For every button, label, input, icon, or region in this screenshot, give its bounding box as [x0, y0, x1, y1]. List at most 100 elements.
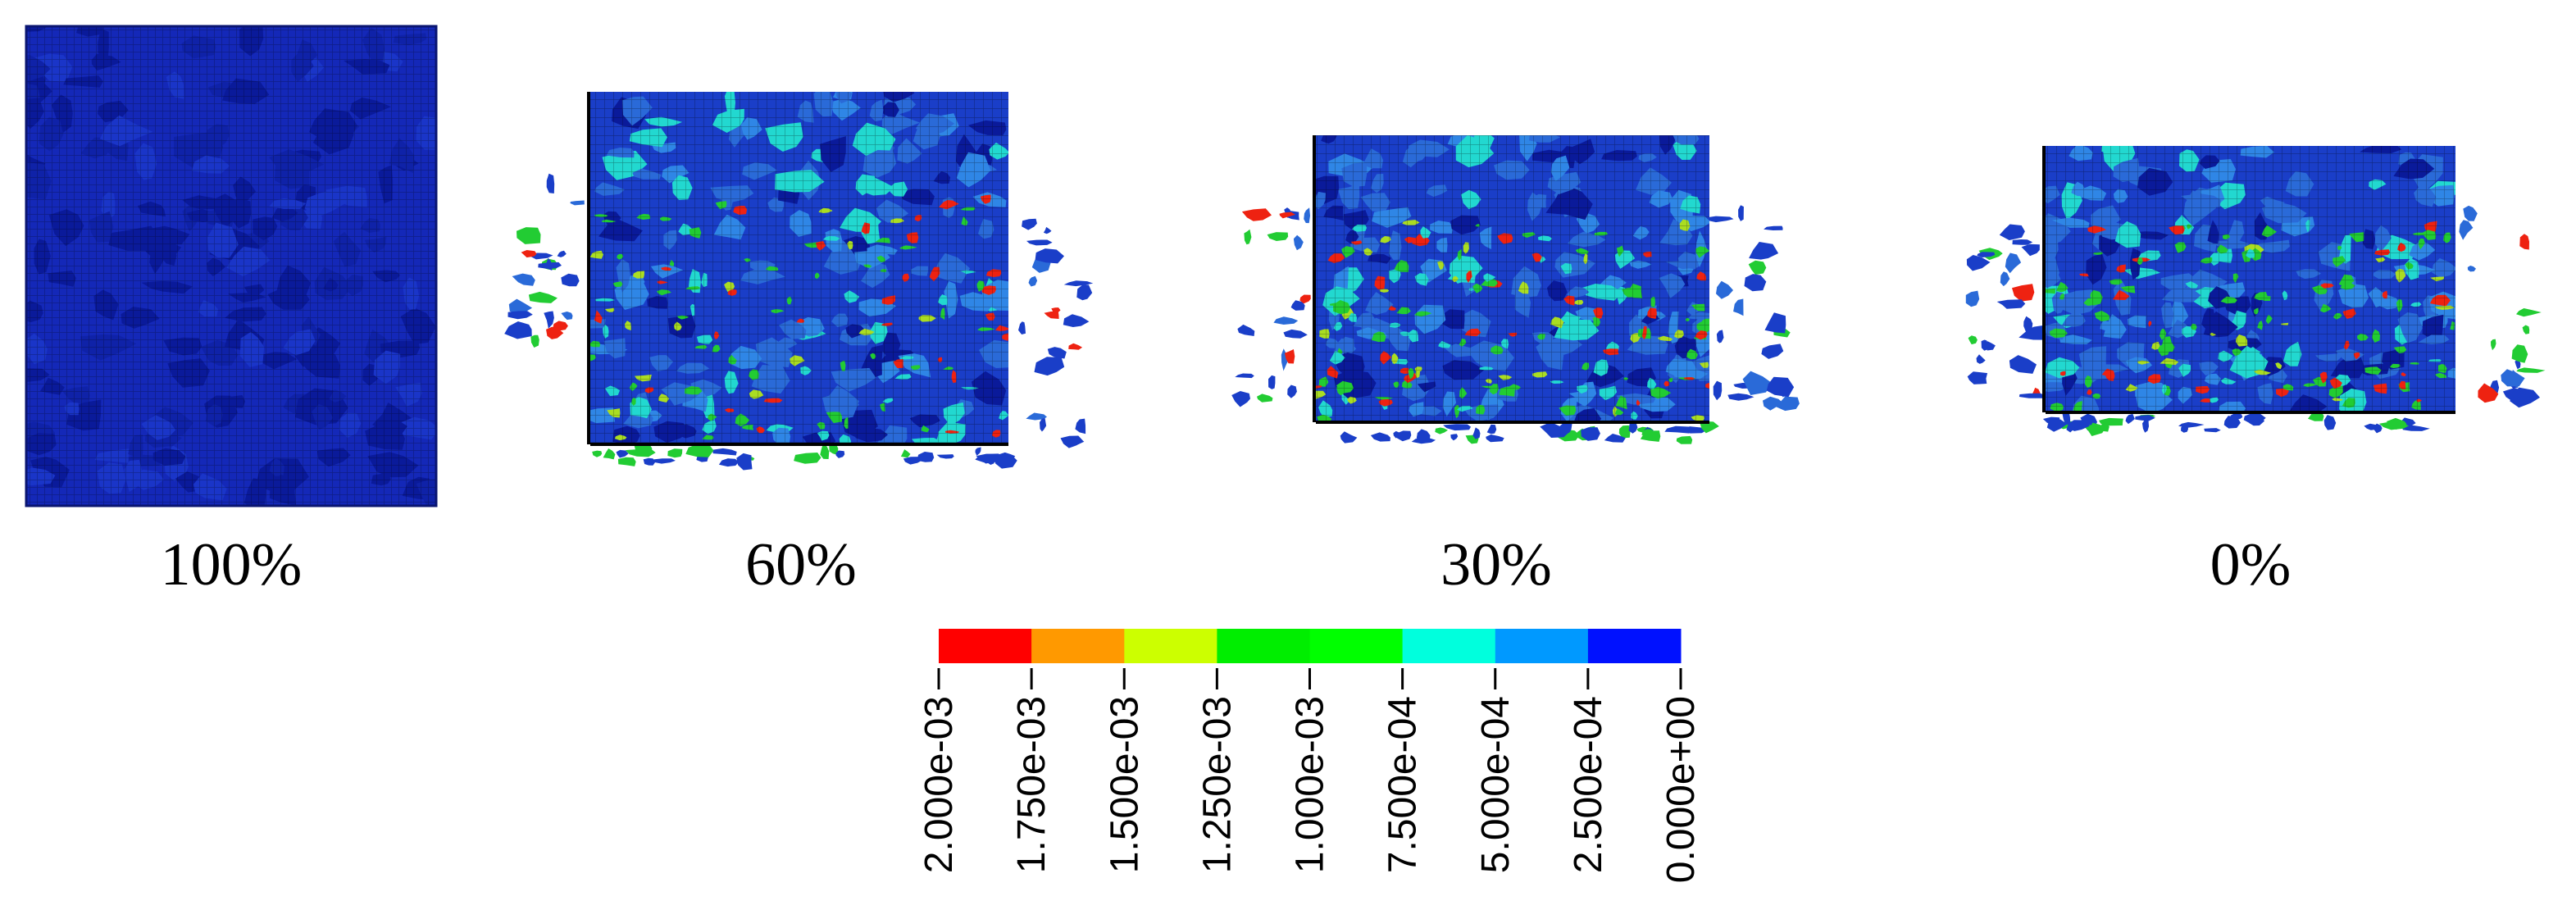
specimen-0-percent — [1965, 146, 2546, 436]
debris-fragment — [2135, 415, 2155, 421]
panel-label-30: 30% — [1440, 531, 1552, 598]
debris-fragment — [530, 334, 539, 348]
debris-fragment — [1435, 427, 1448, 434]
debris-fragment — [557, 250, 567, 257]
debris-fragment — [1761, 343, 1784, 359]
debris-fragment — [1581, 427, 1600, 441]
debris-fragment — [2516, 367, 2546, 373]
panel-label-60: 60% — [745, 531, 857, 598]
debris-fragment — [1293, 234, 1304, 251]
legend-tick-label: 2.000e-03 — [917, 696, 961, 873]
debris-fragment — [1640, 430, 1661, 442]
debris-fragment — [1018, 321, 1026, 334]
debris-fragment — [1268, 375, 1276, 389]
debris-fragment — [1981, 339, 1989, 351]
debris-fragment — [2511, 344, 2528, 363]
specimen-60-percent — [504, 92, 1094, 471]
debris-fragment — [2478, 383, 2499, 403]
debris-fragment — [2522, 325, 2530, 334]
debris-fragment — [1076, 284, 1093, 301]
debris-fragment — [545, 257, 553, 271]
debris-fragment — [900, 449, 911, 457]
debris-fragment — [794, 453, 821, 464]
debris-fragment — [1976, 354, 1986, 364]
debris-fragment — [1026, 239, 1053, 246]
debris-fragment — [2018, 325, 2049, 340]
debris-fragment — [561, 273, 580, 287]
debris-fragment — [2459, 220, 2474, 240]
debris-fragment — [1028, 275, 1038, 287]
debris-fragment — [507, 311, 533, 320]
debris-fragment — [530, 252, 553, 260]
debris-fragment — [1063, 280, 1094, 287]
debris-fragment — [1604, 434, 1626, 443]
debris-fragment — [1340, 431, 1358, 444]
debris-fragment — [1727, 393, 1755, 401]
color-legend: 2.000e-03 1.750e-03 1.500e-03 1.250e-03 1.00… — [917, 629, 1703, 883]
debris-fragment — [1766, 376, 1795, 398]
debris-fragment — [546, 173, 555, 193]
debris-fragment — [512, 273, 535, 286]
debris-fragment — [2000, 271, 2010, 287]
debris-fragment — [1075, 418, 1086, 434]
debris-fragment — [2402, 425, 2430, 431]
debris-fragment — [508, 298, 533, 315]
debris-fragment — [1241, 208, 1272, 221]
debris-fragment — [2516, 308, 2542, 317]
debris-fragment — [625, 448, 656, 457]
debris-fragment — [2042, 416, 2060, 425]
legend-tick-label: 7.500e-04 — [1381, 696, 1425, 873]
debris-fragment — [1043, 226, 1052, 234]
debris-fragment — [1279, 212, 1296, 219]
debris-fragment — [1966, 255, 1991, 271]
debris-fragment — [2491, 339, 2496, 351]
debris-fragment — [2125, 413, 2135, 425]
debris-fragment — [1776, 396, 1800, 412]
debris-fragment — [2364, 423, 2379, 430]
debris-fragment — [2018, 393, 2046, 398]
debris-fragment — [1450, 434, 1459, 441]
legend-tick-label: 2.500e-04 — [1567, 696, 1610, 873]
legend-swatch — [1495, 629, 1589, 663]
legend-swatch — [1402, 629, 1496, 663]
debris-fragment — [2467, 266, 2476, 272]
debris-fragment — [1443, 424, 1471, 431]
debris-fragment — [1244, 229, 1252, 245]
debris-fragment — [653, 458, 676, 464]
legend-tick-label: 1.500e-03 — [1103, 696, 1146, 873]
legend-swatch — [1124, 629, 1217, 663]
debris-fragment — [1664, 425, 1689, 434]
debris-fragment — [1742, 371, 1773, 395]
debris-fragment — [1744, 274, 1767, 292]
legend-tick-label: 5.000e-04 — [1474, 696, 1518, 873]
debris-fragment — [1287, 384, 1297, 398]
legend-swatch — [1587, 629, 1682, 663]
debris-fragment — [2023, 316, 2033, 333]
debris-fragment — [1060, 435, 1084, 448]
legend-swatch — [1217, 629, 1310, 663]
debris-fragment — [999, 452, 1016, 460]
debris-fragment — [517, 227, 541, 244]
debris-fragment — [1716, 330, 1724, 343]
debris-fragment — [1290, 300, 1305, 311]
debris-fragment — [1716, 280, 1733, 299]
debris-fragment — [2463, 205, 2478, 221]
debris-fragment — [1748, 260, 1767, 275]
legend-swatch — [1309, 629, 1404, 663]
debris-fragment — [1749, 242, 1779, 260]
debris-fragment — [685, 444, 714, 457]
debris-fragment — [936, 454, 954, 459]
debris-fragment — [616, 449, 629, 458]
debris-fragment — [2510, 387, 2540, 408]
debris-fragment — [1700, 421, 1719, 434]
debris-fragment — [2012, 239, 2033, 245]
debris-fragment — [2100, 421, 2109, 432]
debris-fragment — [2017, 356, 2024, 366]
debris-fragment — [1967, 371, 1988, 384]
legend-tick-label: 0.000e+00 — [1659, 696, 1703, 883]
debris-fragment — [561, 312, 573, 321]
debris-fragment — [504, 321, 532, 339]
debris-fragment — [1235, 373, 1254, 379]
debris-fragment — [1284, 349, 1295, 364]
debris-fragment — [1486, 424, 1497, 434]
